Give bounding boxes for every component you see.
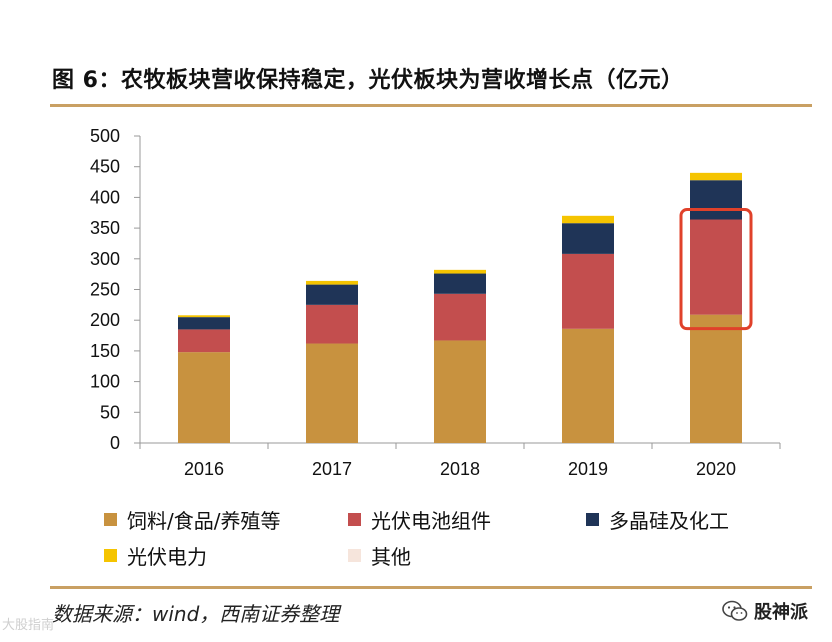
legend-swatch-polysilicon	[586, 513, 599, 526]
legend-label-other: 其他	[371, 545, 411, 569]
legend-swatch-pv-power	[104, 549, 117, 562]
bar-segment-2020-s3	[690, 172, 742, 181]
legend-label-pv-power: 光伏电力	[127, 545, 207, 569]
bar-segment-2017-s3	[306, 280, 358, 285]
bar-segment-2017-s1	[306, 304, 358, 344]
legend-swatch-pv-cell	[348, 513, 361, 526]
brand-name: 股神派	[754, 602, 808, 623]
bar-segment-2017-s2	[306, 284, 358, 305]
y-tick-label: 300	[90, 249, 120, 269]
legend-swatch-feed	[104, 513, 117, 526]
y-tick-label: 200	[90, 310, 120, 330]
source-note: 数据来源：wind，西南证券整理	[52, 602, 340, 626]
y-tick-label: 450	[90, 157, 120, 177]
bar-segment-2019-s0	[562, 328, 614, 443]
bars	[178, 172, 742, 443]
legend-item-pv-power: 光伏电力	[104, 541, 207, 570]
y-tick-label: 400	[90, 187, 120, 207]
bar-segment-2016-s1	[178, 329, 230, 353]
footer-divider	[50, 586, 812, 589]
bar-segment-2019-s3	[562, 215, 614, 224]
bar-segment-2019-s1	[562, 253, 614, 329]
legend-item-pv-cell: 光伏电池组件	[348, 505, 491, 534]
legend: 饲料/食品/养殖等 光伏电池组件 多晶硅及化工 光伏电力 其他	[104, 505, 804, 575]
highlight-box	[679, 208, 753, 331]
legend-item-other: 其他	[348, 541, 411, 570]
x-tick-label: 2020	[696, 459, 736, 479]
y-tick-label: 50	[100, 402, 120, 422]
bar-segment-2019-s2	[562, 223, 614, 254]
legend-item-polysilicon: 多晶硅及化工	[586, 505, 729, 534]
bar-segment-2020-s2	[690, 180, 742, 220]
bar-segment-2018-s2	[434, 273, 486, 294]
watermark: 大股指南	[2, 618, 55, 633]
bar-segment-2017-s0	[306, 343, 358, 443]
legend-label-feed: 饲料/食品/养殖等	[127, 509, 281, 533]
brand: 股神派	[722, 598, 808, 624]
wechat-icon	[722, 600, 748, 622]
legend-label-pv-cell: 光伏电池组件	[371, 509, 491, 533]
x-tick-label: 2018	[440, 459, 480, 479]
y-tick-label: 250	[90, 280, 120, 300]
y-tick-label: 0	[110, 433, 120, 453]
bar-segment-2016-s0	[178, 352, 230, 443]
chart-title: 图 6：农牧板块营收保持稳定，光伏板块为营收增长点（亿元）	[52, 68, 684, 93]
x-tick-label: 2017	[312, 459, 352, 479]
bar-segment-2016-s2	[178, 317, 230, 330]
y-tick-label: 350	[90, 218, 120, 238]
x-tick-label: 2019	[568, 459, 608, 479]
legend-label-polysilicon: 多晶硅及化工	[609, 509, 729, 533]
y-tick-label: 150	[90, 341, 120, 361]
bar-segment-2018-s3	[434, 269, 486, 274]
y-tick-label: 500	[90, 126, 120, 146]
bar-segment-2020-s1	[690, 219, 742, 315]
legend-swatch-other	[348, 549, 361, 562]
x-tick-label: 2016	[184, 459, 224, 479]
x-axis: 2016 2017 2018 2019 2020	[139, 442, 781, 479]
bar-segment-2020-s0	[690, 314, 742, 443]
bar-segment-2016-s3	[178, 315, 230, 318]
y-axis: 0 50 100 150 200 250 300 350 400 450 500	[90, 126, 141, 453]
title-divider	[50, 104, 812, 107]
legend-item-feed: 饲料/食品/养殖等	[104, 505, 280, 534]
bar-segment-2018-s0	[434, 340, 486, 443]
highlight-rect	[679, 208, 753, 331]
y-tick-label: 100	[90, 372, 120, 392]
bar-segment-2018-s1	[434, 293, 486, 341]
